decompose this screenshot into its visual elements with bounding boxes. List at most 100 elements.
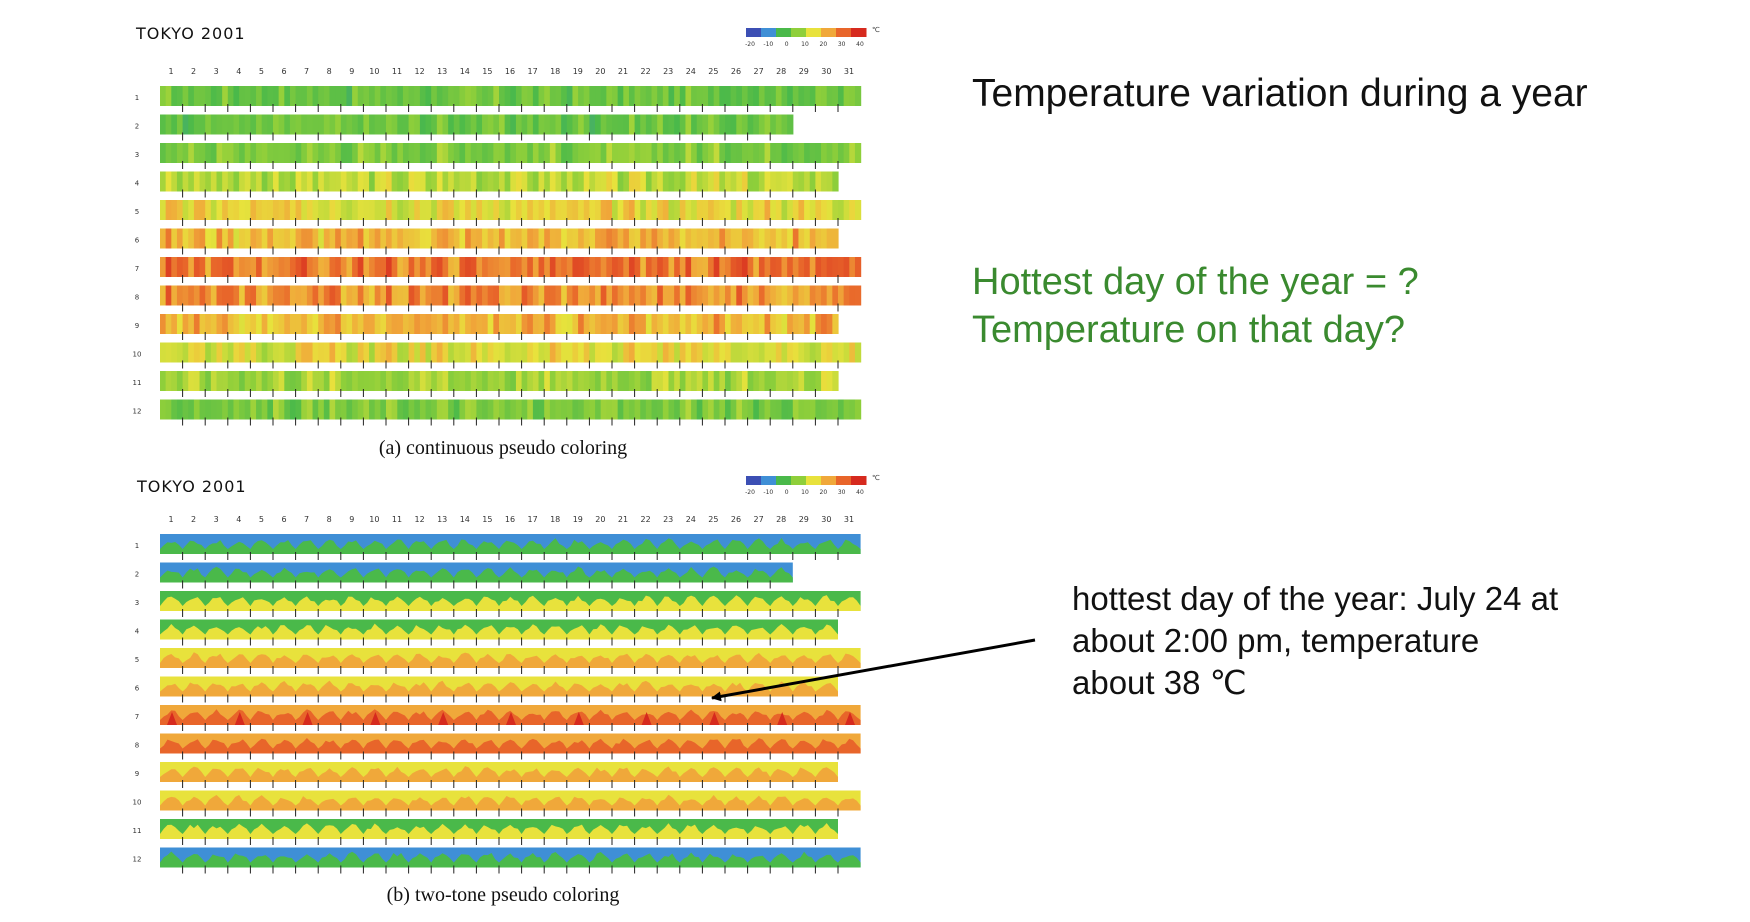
heat-cell <box>436 114 444 135</box>
month-row <box>160 619 838 646</box>
heat-cell <box>792 399 800 420</box>
heat-cell <box>470 228 477 249</box>
heat-cell <box>804 143 811 163</box>
heat-cell <box>612 257 619 277</box>
heat-cell <box>414 200 421 220</box>
heat-cell <box>459 228 466 249</box>
heat-cell <box>662 200 670 220</box>
heat-cell <box>561 342 568 363</box>
heat-cell <box>685 86 692 106</box>
heat-cell <box>815 371 822 391</box>
heat-cell <box>809 171 816 192</box>
heat-cell <box>453 314 461 334</box>
heat-cell <box>278 200 285 220</box>
heat-cell <box>408 114 415 135</box>
x-tick-label: 20 <box>595 515 605 524</box>
heat-cell <box>436 399 444 420</box>
heat-cell <box>702 143 709 163</box>
heat-cell <box>600 257 607 277</box>
x-tick-label: 8 <box>327 67 332 76</box>
heat-cell <box>572 342 579 363</box>
heat-cell <box>679 399 687 420</box>
heat-cell <box>295 342 302 363</box>
heat-cell <box>312 114 319 135</box>
heat-cell <box>244 228 251 249</box>
heat-cell <box>188 342 195 363</box>
heat-cell <box>499 285 506 306</box>
heat-cell <box>606 399 613 420</box>
heat-cell <box>736 399 743 420</box>
heat-cell <box>713 371 720 391</box>
heat-cell <box>798 399 805 420</box>
heat-cell <box>781 257 788 277</box>
heat-cell <box>431 371 438 391</box>
heat-cell <box>193 371 201 391</box>
heat-cell <box>210 371 218 391</box>
x-tick-label: 4 <box>236 67 241 76</box>
heat-cell <box>736 285 743 306</box>
heat-cell <box>849 399 856 420</box>
heat-cell <box>160 228 167 249</box>
heat-cell <box>578 86 585 106</box>
heat-cell <box>702 399 709 420</box>
heat-cell <box>216 314 223 334</box>
heat-cell <box>583 114 590 135</box>
heat-cell <box>222 399 229 420</box>
heat-cell <box>595 285 602 306</box>
heat-cell <box>532 342 540 363</box>
month-row <box>160 819 838 845</box>
heat-cell <box>510 314 517 334</box>
heat-cell <box>188 285 195 306</box>
heat-cell <box>521 371 528 391</box>
heat-cell <box>233 171 240 192</box>
heat-cell <box>250 200 257 220</box>
month-row <box>160 228 839 255</box>
heat-cell <box>606 257 613 277</box>
heat-cell <box>668 371 675 391</box>
heat-cell <box>402 342 410 363</box>
heat-cell <box>758 228 766 249</box>
heat-cell <box>493 228 500 249</box>
heat-cell <box>205 342 212 363</box>
heat-cell <box>165 228 172 249</box>
heat-cell <box>612 314 619 334</box>
heat-cell <box>205 114 212 135</box>
heat-cell <box>741 342 749 363</box>
heat-cell <box>465 257 472 277</box>
heat-cell <box>482 285 489 306</box>
heat-cell <box>182 399 189 420</box>
heat-cell <box>792 342 800 363</box>
heat-cell <box>719 257 726 277</box>
heat-cell <box>713 285 720 306</box>
y-tick-label: 2 <box>135 571 139 579</box>
heat-cell <box>668 285 675 306</box>
heat-cell <box>188 314 195 334</box>
heat-cell <box>402 399 410 420</box>
heat-cell <box>691 314 698 334</box>
heat-cell <box>538 257 545 277</box>
heat-cell <box>493 285 500 306</box>
heat-cell <box>267 114 274 135</box>
heat-cell <box>679 285 687 306</box>
heat-cell <box>193 200 201 220</box>
heat-cell <box>651 314 658 334</box>
heat-cell <box>775 228 783 249</box>
heat-cell <box>289 257 297 277</box>
heat-cell <box>493 171 500 192</box>
heat-cell <box>244 285 251 306</box>
heat-cell <box>628 228 636 249</box>
heat-cell <box>442 228 449 249</box>
heat-cell <box>628 399 636 420</box>
heat-cell <box>374 228 381 249</box>
heat-cell <box>600 86 607 106</box>
heat-cell <box>775 143 783 163</box>
heat-cell <box>821 257 828 277</box>
heat-cell <box>713 114 720 135</box>
heat-cell <box>222 200 229 220</box>
heat-cell <box>826 228 833 249</box>
heat-cell <box>685 371 692 391</box>
heat-cell <box>165 314 172 334</box>
heat-cell <box>504 143 511 163</box>
heat-cell <box>527 114 534 135</box>
heat-cell <box>606 314 613 334</box>
